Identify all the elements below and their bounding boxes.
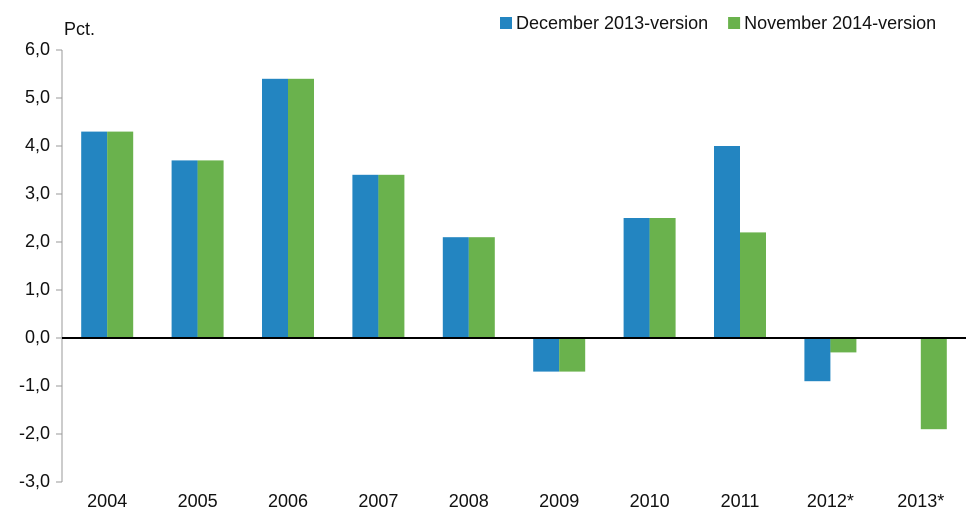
x-tick-label: 2009 <box>539 491 579 511</box>
bar <box>352 174 379 338</box>
legend-swatch <box>500 17 512 29</box>
y-tick-label: 3,0 <box>25 183 50 203</box>
x-tick-label: 2006 <box>268 491 308 511</box>
bar <box>623 218 650 338</box>
y-tick-label: -3,0 <box>19 471 50 491</box>
bar <box>442 237 469 338</box>
x-tick-label: 2008 <box>449 491 489 511</box>
bar <box>378 174 405 338</box>
x-tick-label: 2013* <box>897 491 944 511</box>
y-tick-label: 6,0 <box>25 39 50 59</box>
legend-label: November 2014-version <box>744 13 936 33</box>
legend-swatch <box>728 17 741 29</box>
x-tick-label: 2004 <box>87 491 127 511</box>
bar <box>830 338 857 353</box>
bar <box>171 160 198 338</box>
x-tick-label: 2007 <box>358 491 398 511</box>
bar <box>714 146 740 338</box>
bar <box>804 338 831 382</box>
bar <box>533 338 560 372</box>
bar <box>559 338 586 372</box>
bar <box>468 237 495 338</box>
y-axis-label: Pct. <box>64 19 95 39</box>
x-tick-label: 2012* <box>807 491 854 511</box>
bar <box>920 338 947 430</box>
bar <box>107 131 134 338</box>
legend-label: December 2013-version <box>516 13 708 33</box>
x-tick-label: 2011 <box>721 491 760 511</box>
y-tick-label: -2,0 <box>19 423 50 443</box>
bar <box>197 160 224 338</box>
y-tick-label: 1,0 <box>25 279 50 299</box>
y-tick-label: 2,0 <box>25 231 50 251</box>
y-tick-label: -1,0 <box>19 375 50 395</box>
y-tick-label: 0,0 <box>25 327 50 347</box>
bar <box>81 131 108 338</box>
bar <box>262 78 288 339</box>
y-tick-label: 4,0 <box>25 135 50 155</box>
bar <box>740 232 766 338</box>
bar <box>649 218 676 338</box>
x-tick-label: 2010 <box>630 491 670 511</box>
x-tick-label: 2005 <box>178 491 218 511</box>
y-tick-label: 5,0 <box>25 87 50 107</box>
bar <box>288 78 314 339</box>
